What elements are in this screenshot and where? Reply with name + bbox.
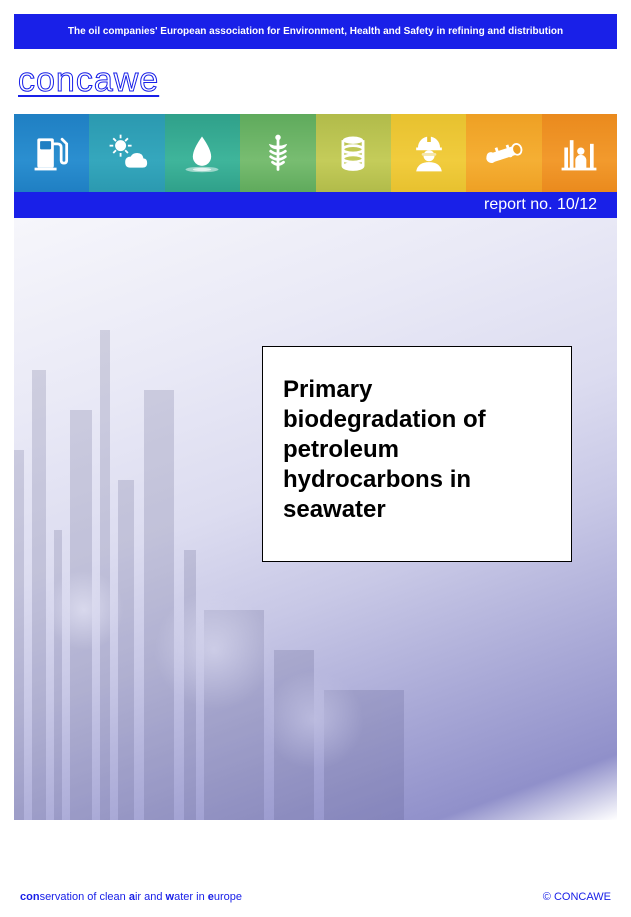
title-box: Primary biodegradation of petroleum hydr… xyxy=(262,346,572,562)
tile-refinery xyxy=(542,114,617,192)
logo-row: concawe xyxy=(0,49,631,106)
tile-barrel xyxy=(316,114,391,192)
footer-acronym-w: w xyxy=(166,891,175,903)
concawe-logo: concawe xyxy=(18,61,159,99)
pipeline-icon xyxy=(482,131,526,175)
tile-worker xyxy=(391,114,466,192)
footer: conservation of clean air and water in e… xyxy=(14,891,617,903)
header-banner-text: The oil companies' European association … xyxy=(68,26,563,37)
icon-strip xyxy=(14,114,617,192)
tile-pipeline xyxy=(466,114,541,192)
refinery-icon xyxy=(557,131,601,175)
footer-copyright: © CONCAWE xyxy=(543,891,611,903)
barrel-icon xyxy=(331,131,375,175)
header-banner: The oil companies' European association … xyxy=(14,14,617,49)
tile-caduceus xyxy=(240,114,315,192)
footer-left: conservation of clean air and water in e… xyxy=(20,891,242,903)
cover-area: Primary biodegradation of petroleum hydr… xyxy=(14,218,617,820)
caduceus-icon xyxy=(256,131,300,175)
tile-fuel-pump xyxy=(14,114,89,192)
footer-acronym-con: con xyxy=(20,891,40,903)
worker-icon xyxy=(407,131,451,175)
report-number-bar: report no. 10/12 xyxy=(14,192,617,218)
tile-sun-cloud xyxy=(89,114,164,192)
sun-cloud-icon xyxy=(105,131,149,175)
report-number-text: report no. 10/12 xyxy=(484,196,597,213)
report-title: Primary biodegradation of petroleum hydr… xyxy=(283,375,551,525)
tile-water-drop xyxy=(165,114,240,192)
fuel-pump-icon xyxy=(30,131,74,175)
water-drop-icon xyxy=(180,131,224,175)
